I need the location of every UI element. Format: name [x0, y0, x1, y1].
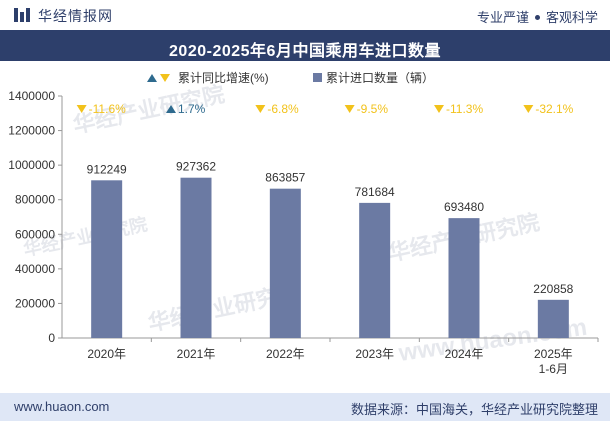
growth-label: -9.5%	[357, 102, 389, 116]
growth-down-triangle-icon	[76, 105, 87, 113]
slogan: 专业严谨 客观科学	[477, 7, 598, 26]
growth-down-triangle-icon	[255, 105, 266, 113]
bar-value-label: 693480	[444, 200, 484, 214]
growth-down-triangle-icon	[344, 105, 355, 113]
y-tick-label: 400000	[15, 262, 55, 276]
footer-bar	[0, 393, 610, 421]
y-tick-label: 1000000	[8, 158, 55, 172]
slogan-dot	[534, 15, 540, 21]
title-bar	[0, 30, 610, 61]
x-tick-label-line: 2020年	[87, 347, 126, 361]
bar	[448, 218, 480, 338]
x-tick-label: 2021年	[177, 347, 216, 361]
growth-down-triangle-icon	[434, 105, 444, 113]
chart: 华经产业研究院华经产业研究院华经产业研究院华经产业研究院www.huaon.co…	[8, 70, 599, 376]
legend-bar-swatch	[313, 73, 322, 82]
growth-label: -6.8%	[267, 102, 299, 116]
growth-label: -11.3%	[446, 102, 483, 116]
x-tick-label-line: 2023年	[355, 347, 394, 361]
x-tick-label-line: 2025年	[534, 347, 573, 361]
site-name[interactable]: 华经情报网	[38, 8, 113, 24]
y-tick-label: 0	[48, 331, 55, 345]
x-tick-label-line: 2021年	[177, 347, 216, 361]
growth-label: 1.7%	[178, 102, 206, 116]
bar-value-label: 781684	[355, 185, 395, 199]
top-bar: 华经情报网 专业严谨 客观科学	[0, 0, 610, 30]
bar	[180, 177, 212, 338]
growth-label: -32.1%	[535, 102, 573, 116]
legend-growth-label: 累计同比增速(%)	[178, 71, 269, 85]
bar	[269, 188, 301, 338]
y-tick-label: 1400000	[8, 89, 55, 103]
legend-up-triangle-icon	[147, 74, 157, 82]
bar-value-label: 863857	[265, 171, 305, 185]
x-tick-label-line: 2022年	[266, 347, 305, 361]
bar	[91, 180, 123, 338]
y-tick-label: 800000	[15, 193, 55, 207]
bar-value-label: 912249	[87, 162, 127, 176]
x-tick-label: 2020年	[87, 347, 126, 361]
bar-value-label: 220858	[533, 282, 573, 296]
slogan-left: 专业严谨	[476, 10, 529, 25]
x-tick-label-line: 1-6月	[539, 362, 568, 376]
footer-source: 数据来源：中国海关，华经产业研究院整理	[350, 402, 598, 417]
slogan-right: 客观科学	[545, 10, 598, 25]
chart-title: 2020-2025年6月中国乘用车进口数量	[169, 43, 441, 60]
bar-value-label: 927362	[176, 160, 216, 174]
logo-icon	[14, 8, 30, 22]
bar	[359, 202, 391, 338]
footer-url[interactable]: www.huaon.com	[14, 399, 110, 414]
x-tick-label-line: 2024年	[445, 347, 484, 361]
legend-down-triangle-icon	[160, 74, 170, 82]
x-tick-label: 2025年 1-6月	[534, 347, 573, 376]
x-tick-label: 2022年	[266, 347, 305, 361]
y-tick-label: 200000	[15, 296, 55, 310]
growth-up-triangle-icon	[166, 105, 176, 113]
legend-bar-label: 累计进口数量（辆）	[326, 70, 434, 85]
y-tick-label: 1200000	[8, 124, 55, 138]
x-tick-label: 2023年	[355, 347, 394, 361]
growth-label: -11.6%	[89, 102, 126, 116]
y-tick-label: 600000	[15, 227, 55, 241]
x-tick-label: 2024年	[445, 347, 484, 361]
bar	[537, 299, 569, 338]
growth-down-triangle-icon	[523, 105, 534, 113]
